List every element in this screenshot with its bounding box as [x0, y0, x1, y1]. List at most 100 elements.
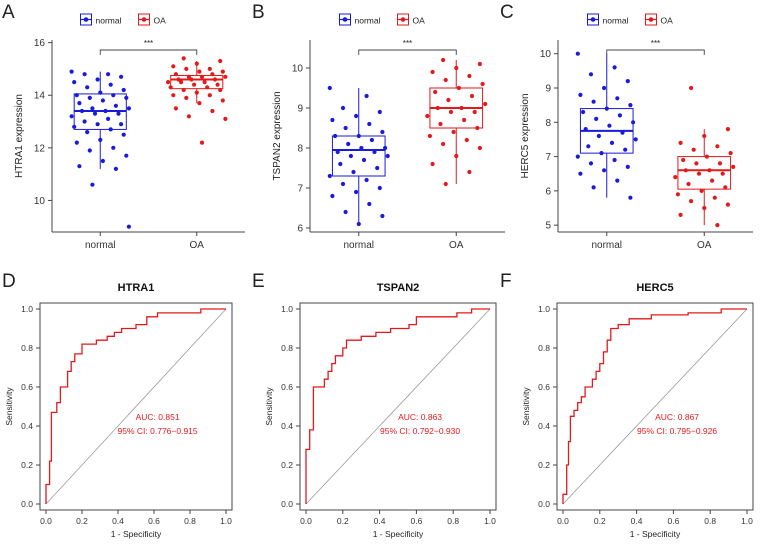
legend-key-dot [590, 17, 596, 22]
data-point [327, 85, 332, 91]
y-tick-label: 0.8 [21, 343, 33, 353]
data-point [348, 153, 353, 159]
data-point [699, 188, 704, 193]
auc-label: AUC: 0.863 [398, 412, 442, 422]
data-point [443, 181, 448, 187]
data-point [113, 103, 118, 108]
y-tick-label: 12 [34, 143, 46, 154]
y-tick-label: 0.4 [281, 421, 293, 431]
data-point [69, 114, 74, 119]
data-point [604, 106, 609, 111]
auc-label: AUC: 0.851 [136, 412, 180, 422]
data-point [456, 85, 461, 91]
data-point [98, 90, 103, 95]
data-point [327, 173, 332, 179]
diagonal-reference [562, 308, 748, 505]
data-point [113, 166, 118, 171]
data-point [369, 137, 374, 143]
x-tick-label: 0.8 [704, 516, 716, 526]
y-tick-label: 0.2 [538, 460, 550, 470]
ci-label: 95% CI: 0.776−0.915 [118, 426, 198, 436]
data-point [354, 189, 359, 195]
data-point [702, 205, 707, 211]
y-tick-label: 0.8 [281, 343, 293, 353]
data-point [194, 90, 199, 95]
roc-curve [45, 308, 226, 504]
data-point [356, 133, 361, 139]
data-point [354, 113, 359, 119]
data-point [702, 133, 707, 139]
x-axis-label: 1 - Specificity [630, 529, 681, 539]
plot-frame [299, 302, 497, 511]
y-tick-label: 8 [297, 144, 303, 155]
data-point [69, 69, 74, 74]
x-tick-label: 0.6 [148, 516, 160, 526]
y-tick-label: 0.2 [21, 460, 33, 470]
data-point [361, 157, 367, 163]
data-point [591, 185, 596, 190]
data-point [220, 98, 225, 103]
data-point [675, 192, 681, 197]
data-point [98, 137, 103, 142]
panel-label: F [500, 271, 512, 292]
data-point [591, 99, 596, 104]
legend-label: OA [413, 16, 426, 26]
data-point [583, 127, 588, 132]
data-point [100, 98, 105, 103]
data-point [441, 141, 446, 147]
data-point [575, 51, 580, 56]
data-point [87, 148, 92, 153]
y-tick-label: 0.6 [281, 382, 293, 392]
panel-label: E [252, 271, 265, 292]
data-point [364, 93, 369, 99]
data-point [441, 57, 446, 63]
data-point [90, 106, 95, 111]
data-point [103, 108, 108, 114]
data-point [330, 117, 335, 123]
data-point [111, 93, 116, 98]
data-point [712, 195, 717, 200]
y-tick-label: 0.4 [21, 421, 33, 431]
data-point [186, 74, 191, 79]
data-point [207, 93, 212, 98]
data-point [124, 95, 129, 100]
legend-label: OA [661, 16, 674, 26]
data-point [377, 109, 382, 115]
data-point [343, 125, 348, 131]
data-point [425, 113, 430, 119]
data-point [79, 108, 85, 114]
data-point [92, 111, 98, 116]
data-point [207, 66, 212, 71]
legend-key-dot [83, 17, 89, 22]
diagonal-reference [45, 308, 227, 505]
data-point [100, 158, 105, 164]
legend-label: OA [154, 16, 167, 26]
data-point [723, 185, 728, 190]
significance-label: *** [144, 39, 153, 48]
data-point [715, 144, 720, 149]
data-point [477, 145, 482, 151]
data-point [367, 201, 372, 207]
data-point [704, 154, 710, 159]
data-point [628, 103, 633, 108]
data-point [346, 141, 351, 147]
y-tick-label: 10 [540, 49, 552, 60]
data-point [448, 109, 454, 115]
data-point [168, 85, 173, 90]
significance-bracket [99, 49, 198, 55]
data-point [475, 125, 480, 131]
data-point [212, 77, 218, 82]
x-tick-label: 1.0 [741, 516, 753, 526]
data-point [689, 85, 694, 91]
data-point [728, 151, 733, 156]
panel-label: D [2, 271, 16, 292]
data-point [340, 181, 346, 187]
data-point [602, 168, 607, 173]
roc-title: TSPAN2 [377, 282, 420, 294]
data-point [197, 101, 202, 106]
data-point [367, 121, 372, 127]
data-point [467, 73, 472, 79]
x-tick-label: OA [190, 240, 205, 251]
data-point [427, 133, 432, 139]
